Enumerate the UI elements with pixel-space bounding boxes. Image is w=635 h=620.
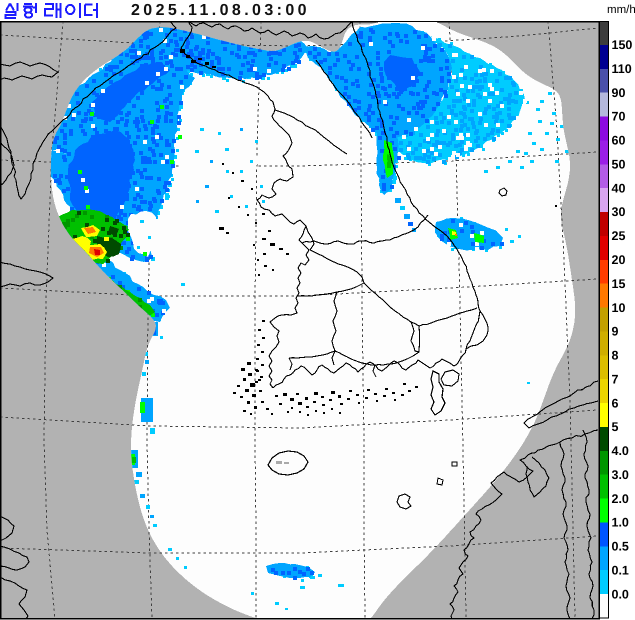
svg-text:4.0: 4.0	[612, 444, 629, 458]
svg-text:7: 7	[612, 372, 619, 386]
svg-text:90: 90	[612, 86, 626, 100]
svg-text:8: 8	[612, 349, 619, 363]
svg-text:9: 9	[612, 325, 619, 339]
svg-text:30: 30	[612, 205, 626, 219]
svg-text:3.0: 3.0	[612, 468, 629, 482]
svg-text:1.0: 1.0	[612, 516, 629, 530]
svg-text:5: 5	[612, 420, 619, 434]
svg-text:150: 150	[612, 38, 633, 52]
svg-text:0.5: 0.5	[612, 540, 629, 554]
svg-text:6: 6	[612, 396, 619, 410]
svg-text:10: 10	[612, 301, 626, 315]
svg-text:20: 20	[612, 253, 626, 267]
svg-text:0.0: 0.0	[612, 587, 629, 601]
svg-text:mm/h: mm/h	[607, 4, 635, 16]
svg-text:50: 50	[612, 158, 626, 172]
svg-text:2025.11.08.03:00: 2025.11.08.03:00	[131, 2, 310, 19]
svg-text:40: 40	[612, 181, 626, 195]
svg-text:2.0: 2.0	[612, 492, 629, 506]
svg-text:25: 25	[612, 229, 626, 243]
svg-text:15: 15	[612, 277, 626, 291]
svg-text:70: 70	[612, 110, 626, 124]
svg-text:110: 110	[612, 62, 632, 76]
svg-text:0.1: 0.1	[612, 563, 629, 577]
svg-text:60: 60	[612, 134, 626, 148]
